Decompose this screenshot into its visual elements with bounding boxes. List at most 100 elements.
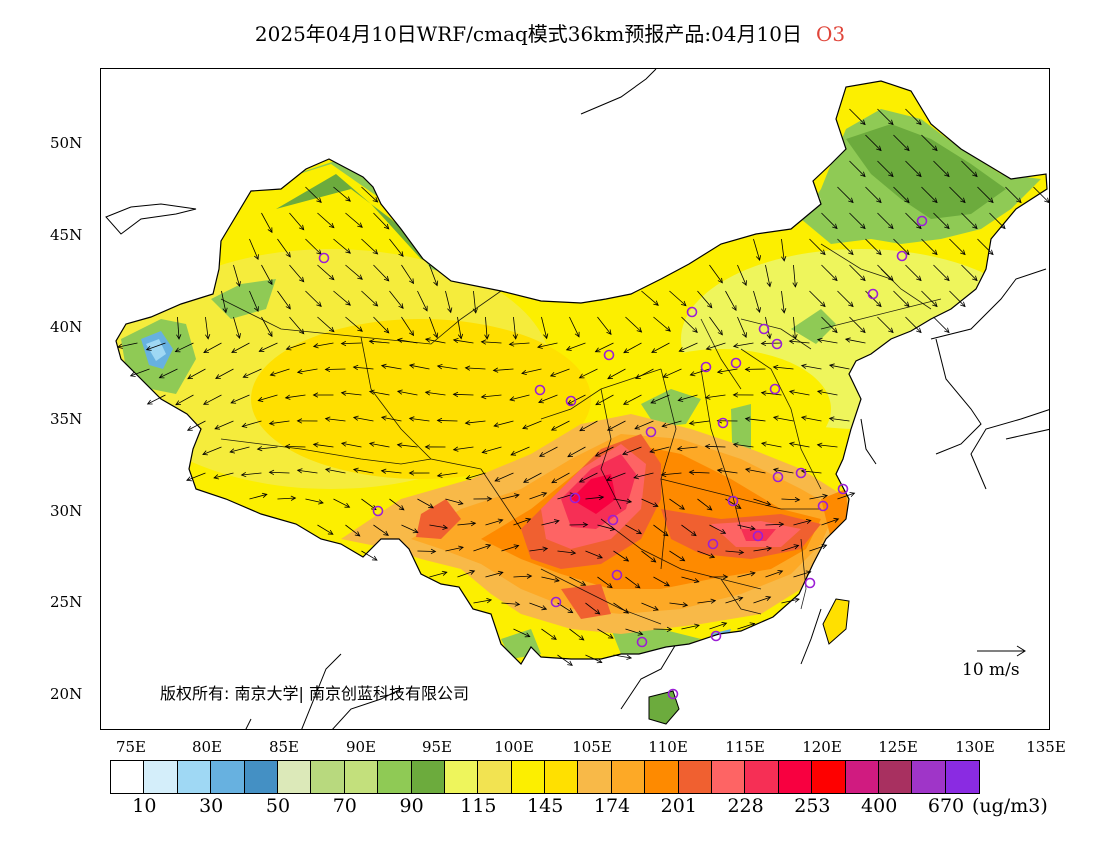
lon-label-100e: 100E [494, 738, 534, 756]
lat-label-20n: 20N [50, 685, 83, 703]
circle-marker-icon [752, 530, 764, 542]
lon-label-110e: 110E [648, 738, 688, 756]
legend-swatch-0 [111, 761, 145, 793]
circle-marker-icon [817, 500, 829, 512]
circle-marker-icon [607, 514, 619, 526]
circle-marker-icon [771, 338, 783, 350]
circle-marker-icon [686, 306, 698, 318]
legend-swatch-11 [478, 761, 512, 793]
legend-swatch-25 [945, 761, 980, 793]
legend-label: 145 [527, 795, 564, 817]
legend-label: 174 [593, 795, 631, 817]
circle-marker-icon [550, 596, 562, 608]
hainan-region [648, 690, 680, 725]
circle-marker-icon [372, 505, 384, 517]
map-frame [100, 68, 1050, 730]
lon-label-125e: 125E [878, 738, 918, 756]
lon-label-135e: 135E [1026, 738, 1066, 756]
circle-marker-icon [804, 577, 816, 589]
lon-label-95e: 95E [421, 738, 453, 756]
circle-marker-icon [569, 492, 581, 504]
legend-swatch-15 [611, 761, 646, 793]
lon-label-85e: 85E [268, 738, 300, 756]
lon-label-115e: 115E [725, 738, 765, 756]
circle-marker-icon [758, 323, 770, 335]
legend-swatch-23 [878, 761, 913, 793]
circle-marker-icon [769, 383, 781, 395]
legend-swatch-16 [645, 761, 679, 793]
neighbor-borders [105, 69, 1049, 729]
copyright-text: 版权所有: 南京大学| 南京创蓝科技有限公司 [160, 684, 469, 703]
legend-swatch-10 [444, 761, 479, 793]
legend-swatch-3 [211, 761, 245, 793]
circle-marker-icon [717, 417, 729, 429]
circle-marker-icon [916, 215, 928, 227]
legend-label: 228 [727, 795, 764, 817]
legend-swatch-18 [712, 761, 746, 793]
lon-label-90e: 90E [345, 738, 377, 756]
legend-swatch-8 [378, 761, 412, 793]
lon-label-80e: 80E [191, 738, 223, 756]
legend-swatch-14 [578, 761, 612, 793]
lat-label-50n: 50N [50, 134, 83, 152]
ozone-concentration-map [105, 69, 1049, 729]
circle-marker-icon [534, 384, 546, 396]
legend-label: 400 [861, 795, 898, 817]
lon-label-75e: 75E [115, 738, 147, 756]
circle-marker-icon [603, 349, 615, 361]
lat-label-25n: 25N [50, 593, 83, 611]
lat-label-30n: 30N [50, 502, 83, 520]
legend-swatch-20 [778, 761, 813, 793]
circle-marker-icon [710, 630, 722, 642]
wind-reference-arrow-icon [977, 645, 1026, 657]
legend-label: 115 [460, 795, 497, 817]
lat-label-40n: 40N [50, 318, 83, 336]
circle-marker-icon [795, 467, 807, 479]
legend-unit: (ug/m3) [972, 795, 1048, 817]
circle-marker-icon [896, 250, 908, 262]
circle-marker-icon [727, 495, 739, 507]
legend-label: 10 [132, 795, 157, 817]
pollutant-species: O3 [815, 22, 846, 46]
province-borders [220, 243, 942, 625]
circle-marker-icon [565, 395, 577, 407]
legend-swatch-4 [244, 761, 278, 793]
legend-swatch-17 [678, 761, 713, 793]
legend-label: 50 [265, 795, 291, 817]
circle-marker-icon [837, 483, 849, 495]
legend-swatch-9 [411, 761, 445, 793]
legend-label: 201 [660, 795, 697, 817]
legend-swatch-21 [812, 761, 846, 793]
lon-label-120e: 120E [802, 738, 842, 756]
lat-label-35n: 35N [50, 410, 83, 428]
circle-marker-icon [867, 288, 879, 300]
circle-marker-icon [611, 569, 623, 581]
wind-vectors [117, 108, 1049, 666]
legend-label: 70 [332, 795, 357, 817]
legend-swatch-6 [311, 761, 345, 793]
circle-marker-icon [318, 252, 330, 264]
legend-swatch-22 [845, 761, 879, 793]
legend-label: 30 [199, 795, 224, 817]
legend-swatch-7 [344, 761, 379, 793]
legend-swatch-1 [144, 761, 178, 793]
legend-swatch-12 [511, 761, 546, 793]
legend-swatch-5 [277, 761, 312, 793]
circle-marker-icon [667, 688, 679, 700]
circle-marker-icon [730, 357, 742, 369]
legend-label: 253 [794, 795, 831, 817]
circle-marker-icon [772, 471, 784, 483]
legend-swatch-2 [177, 761, 212, 793]
city-markers [318, 215, 928, 700]
circle-marker-icon [707, 538, 719, 550]
legend-swatch-13 [545, 761, 579, 793]
lon-label-105e: 105E [572, 738, 612, 756]
legend-swatch-24 [912, 761, 946, 793]
title-text: 2025年04月10日WRF/cmaq模式36km预报产品:04月10日 [254, 22, 802, 46]
legend-swatch-19 [745, 761, 779, 793]
legend-colorbar [110, 760, 981, 794]
circle-marker-icon [645, 426, 657, 438]
circle-marker-icon [636, 636, 648, 648]
lon-label-130e: 130E [955, 738, 995, 756]
map-title: 2025年04月10日WRF/cmaq模式36km预报产品:04月10日 O3 [0, 18, 1100, 47]
